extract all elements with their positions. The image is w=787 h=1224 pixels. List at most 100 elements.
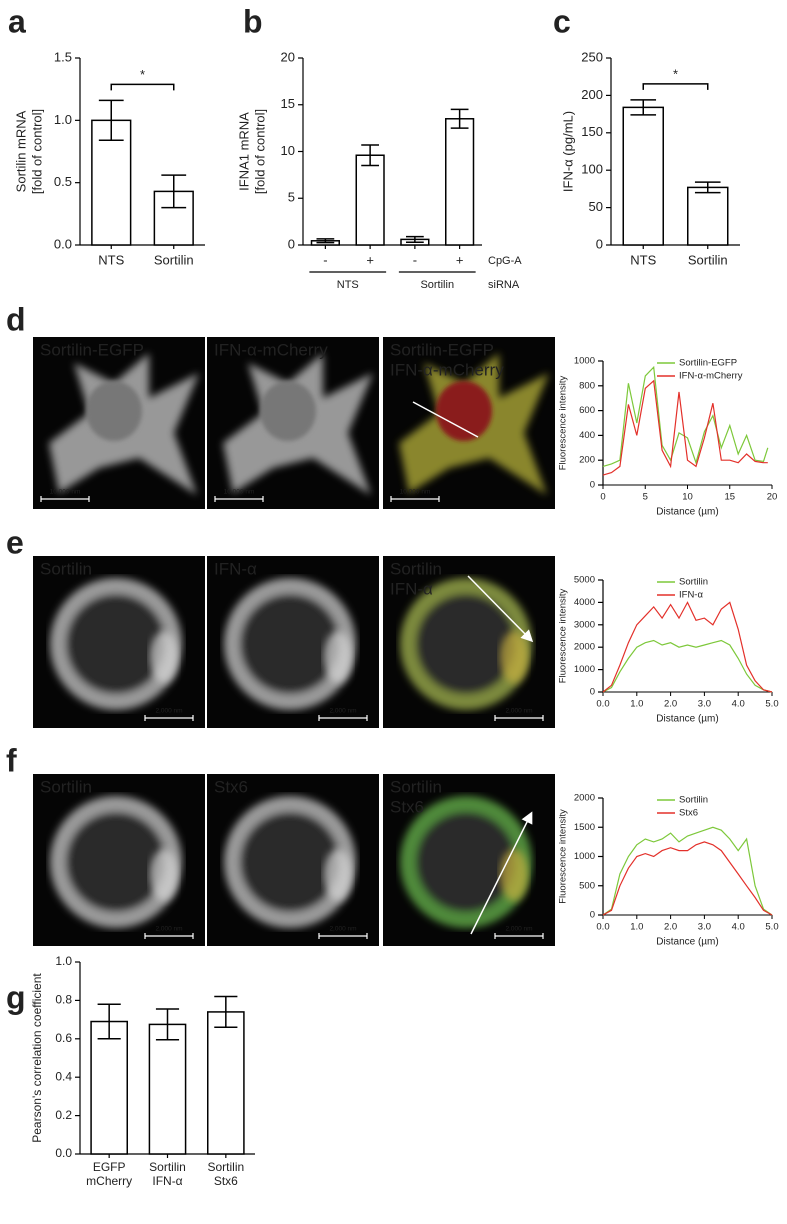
x-tick-label: Sortilin — [154, 252, 194, 267]
image-label: IFN-α-mCherry — [390, 360, 504, 379]
image-label: IFN-α — [214, 559, 257, 578]
image-label: Stx6 — [390, 797, 424, 816]
x-tick-label: 0 — [600, 492, 605, 503]
row-label: CpG-A — [488, 255, 522, 267]
bar — [207, 1011, 245, 1155]
scale-bar-label: 10,000 nm — [50, 489, 81, 496]
bright-region — [324, 631, 352, 683]
series-line — [602, 639, 773, 693]
x-tick-label: 2.0 — [664, 922, 677, 933]
legend-label: IFN-α-mCherry — [679, 371, 743, 382]
x-tick-label: 0.0 — [596, 699, 609, 710]
y-tick-label: 150 — [581, 124, 603, 139]
image-label: IFN-α-mCherry — [214, 340, 328, 359]
y-tick-label: 1.0 — [55, 954, 72, 968]
y-tick-label: 0 — [590, 687, 595, 698]
y-axis-label: IFN-α (pg/mL) — [560, 111, 575, 192]
profile-arrow — [467, 575, 534, 643]
y-tick-label: 0.6 — [55, 1031, 72, 1045]
y-tick-label: 0.2 — [55, 1108, 72, 1122]
nucleus — [86, 381, 142, 441]
y-tick-label: 5000 — [574, 575, 595, 586]
scale-bar — [390, 496, 440, 502]
y-tick-label: 0.5 — [54, 174, 72, 189]
x-tick-label: + — [456, 252, 464, 267]
error-bar — [155, 1008, 180, 1041]
x-tick-label: 5.0 — [765, 922, 778, 933]
significance-bracket — [110, 83, 175, 91]
series-line — [602, 841, 773, 916]
legend-label: Sortilin — [679, 795, 708, 806]
y-tick-label: 0.8 — [55, 993, 72, 1007]
y-tick-label: 1.0 — [54, 112, 72, 127]
scale-bar — [318, 715, 368, 721]
image-label: Sortilin — [390, 559, 442, 578]
y-tick-label: 3000 — [574, 619, 595, 630]
significance-bracket — [642, 83, 709, 90]
x-tick-label: EGFP — [93, 1160, 126, 1174]
x-tick-label: - — [323, 252, 327, 267]
y-tick-label: 10 — [281, 143, 295, 158]
error-bar — [98, 99, 124, 142]
y-tick-label: 800 — [579, 380, 595, 391]
y-tick-label: 1500 — [574, 822, 595, 833]
x-tick-label: 20 — [767, 492, 778, 503]
x-tick-label: 2.0 — [664, 699, 677, 710]
panel-label: d — [6, 301, 26, 337]
x-axis-label: Distance (µm) — [656, 507, 718, 518]
y-tick-label: 0 — [590, 910, 595, 921]
image-label: Sortilin-EGFP — [390, 340, 494, 359]
y-tick-label: 5 — [288, 190, 295, 205]
scale-bar — [318, 933, 368, 939]
x-tick-label: + — [366, 252, 374, 267]
bar — [355, 154, 385, 246]
y-tick-label: 0 — [590, 480, 595, 491]
x-tick-label: Sortilin — [207, 1160, 244, 1174]
image-label: Sortilin — [390, 777, 442, 796]
error-bar — [694, 181, 721, 194]
panel-label: a — [8, 3, 26, 39]
y-tick-label: 0 — [596, 236, 603, 251]
series-line — [602, 379, 768, 476]
x-tick-label: NTS — [630, 252, 656, 267]
y-axis-label: Pearson's correlation coefficient — [30, 973, 44, 1143]
scale-bar — [40, 496, 90, 502]
x-tick-label: 1.0 — [630, 699, 643, 710]
y-tick-label: 0.4 — [55, 1069, 72, 1083]
scale-bar-label: 2,000 nm — [505, 708, 532, 715]
scale-bar-label: 2,000 nm — [155, 926, 182, 933]
y-tick-label: 250 — [581, 49, 603, 64]
y-tick-label: 100 — [581, 162, 603, 177]
y-tick-label: 200 — [579, 455, 595, 466]
series-line — [602, 826, 773, 916]
y-tick-label: 1000 — [574, 851, 595, 862]
x-tick-label: IFN-α — [152, 1174, 182, 1188]
y-axis-label: Fluorescence intensity — [558, 588, 569, 683]
scale-bar-label: 2,000 nm — [329, 926, 356, 933]
bar — [90, 1020, 129, 1155]
y-tick-label: 500 — [579, 880, 595, 891]
error-bar — [97, 1003, 121, 1040]
x-axis-label: Distance (µm) — [656, 714, 718, 725]
y-axis-label: Fluorescence intensity — [558, 809, 569, 904]
y-tick-label: 0 — [288, 236, 295, 251]
profile-arrow — [470, 811, 533, 935]
significance-label: * — [673, 66, 678, 81]
panel-label: e — [6, 524, 24, 560]
y-tick-label: 2000 — [574, 642, 595, 653]
y-axis-label: Sortilin mRNA — [13, 110, 28, 192]
x-axis-label: Distance (µm) — [656, 937, 718, 948]
bar — [687, 186, 729, 246]
bright-region — [324, 849, 352, 901]
image-label: IFN-α — [390, 579, 433, 598]
error-bar — [361, 144, 380, 167]
panel-label: c — [553, 3, 571, 39]
panel-label: g — [6, 979, 26, 1015]
x-tick-label: 1.0 — [630, 922, 643, 933]
x-tick-label: 15 — [724, 492, 735, 503]
x-tick-label: - — [413, 252, 417, 267]
y-tick-label: 1000 — [574, 356, 595, 367]
scale-bar — [214, 496, 264, 502]
